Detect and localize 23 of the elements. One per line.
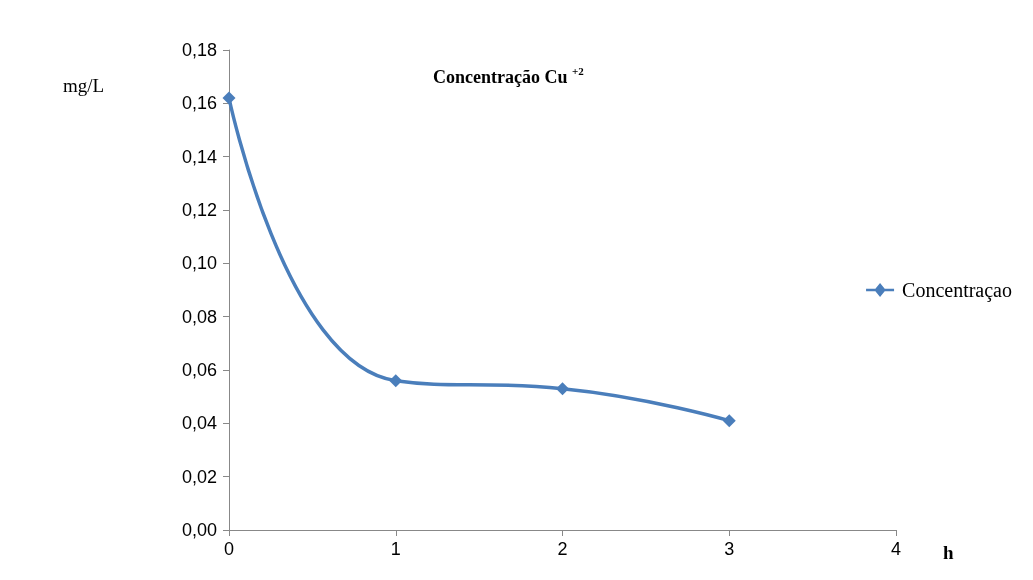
y-tick-label: 0,12 <box>181 200 217 220</box>
y-tick-label: 0,18 <box>181 40 217 60</box>
legend-label: Concentraçao <box>902 279 1013 302</box>
y-tick-label: 0,10 <box>181 253 217 274</box>
point <box>556 382 569 396</box>
y-tick-label: 0,00 <box>181 520 217 540</box>
x-tick-label: 2 <box>557 539 568 559</box>
point <box>389 374 403 388</box>
y-tick-label: 0,14 <box>181 146 217 167</box>
x-axis-title: h <box>943 542 954 563</box>
y-axis-title: mg/L <box>63 75 105 96</box>
text: Concentração Cu +2 <box>433 64 585 87</box>
x-tick-label: 0 <box>223 539 235 559</box>
y-tick-label: 0,02 <box>181 466 217 487</box>
y-tick-label: 0,16 <box>181 93 217 114</box>
point <box>722 414 736 428</box>
x-tick-label: 3 <box>724 539 735 559</box>
y-tick-label: 0,06 <box>181 360 217 380</box>
y-tick-label: 0,04 <box>181 413 217 434</box>
x-tick-label: 4 <box>890 539 902 559</box>
y-tick-label: 0,08 <box>181 306 217 327</box>
x-tick-label: 1 <box>390 539 401 559</box>
point <box>222 91 236 105</box>
